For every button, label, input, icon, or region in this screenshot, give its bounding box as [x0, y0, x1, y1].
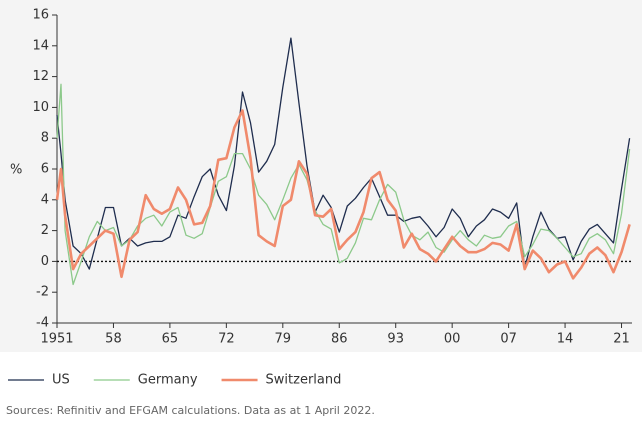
x-tick-label: 1951: [40, 332, 73, 347]
x-tick-label: 14: [557, 332, 574, 347]
series-line: [56, 83, 631, 286]
x-tick-label: 65: [162, 332, 179, 347]
legend-label: US: [52, 373, 70, 388]
x-tick-label: 58: [105, 332, 122, 347]
legend-label: Switzerland: [266, 373, 342, 388]
y-tick-label: -4: [36, 316, 49, 331]
y-tick-label: 6: [41, 162, 49, 177]
y-tick-label: 2: [41, 223, 49, 238]
x-tick-label: 79: [275, 332, 292, 347]
y-tick-label: -2: [36, 285, 49, 300]
y-tick-label: 12: [32, 69, 49, 84]
x-tick-label: 21: [613, 332, 630, 347]
x-tick-label: 07: [500, 332, 517, 347]
legend-label: Germany: [138, 373, 198, 388]
y-tick-label: 14: [32, 38, 49, 53]
x-tick-label: 00: [444, 332, 461, 347]
y-tick-label: 16: [32, 8, 49, 23]
source-note: Sources: Refinitiv and EFGAM calculation…: [6, 404, 375, 417]
y-tick-label: 4: [41, 192, 49, 207]
series-line: [55, 109, 631, 280]
y-tick-label: 0: [41, 254, 49, 269]
series-line: [56, 37, 631, 270]
plot-background: [0, 0, 642, 352]
x-tick-label: 72: [218, 332, 235, 347]
y-tick-label: 10: [32, 100, 49, 115]
y-tick-label: 8: [41, 131, 49, 146]
x-tick-label: 86: [331, 332, 348, 347]
x-tick-label: 93: [387, 332, 404, 347]
y-axis-label: %: [10, 163, 22, 178]
